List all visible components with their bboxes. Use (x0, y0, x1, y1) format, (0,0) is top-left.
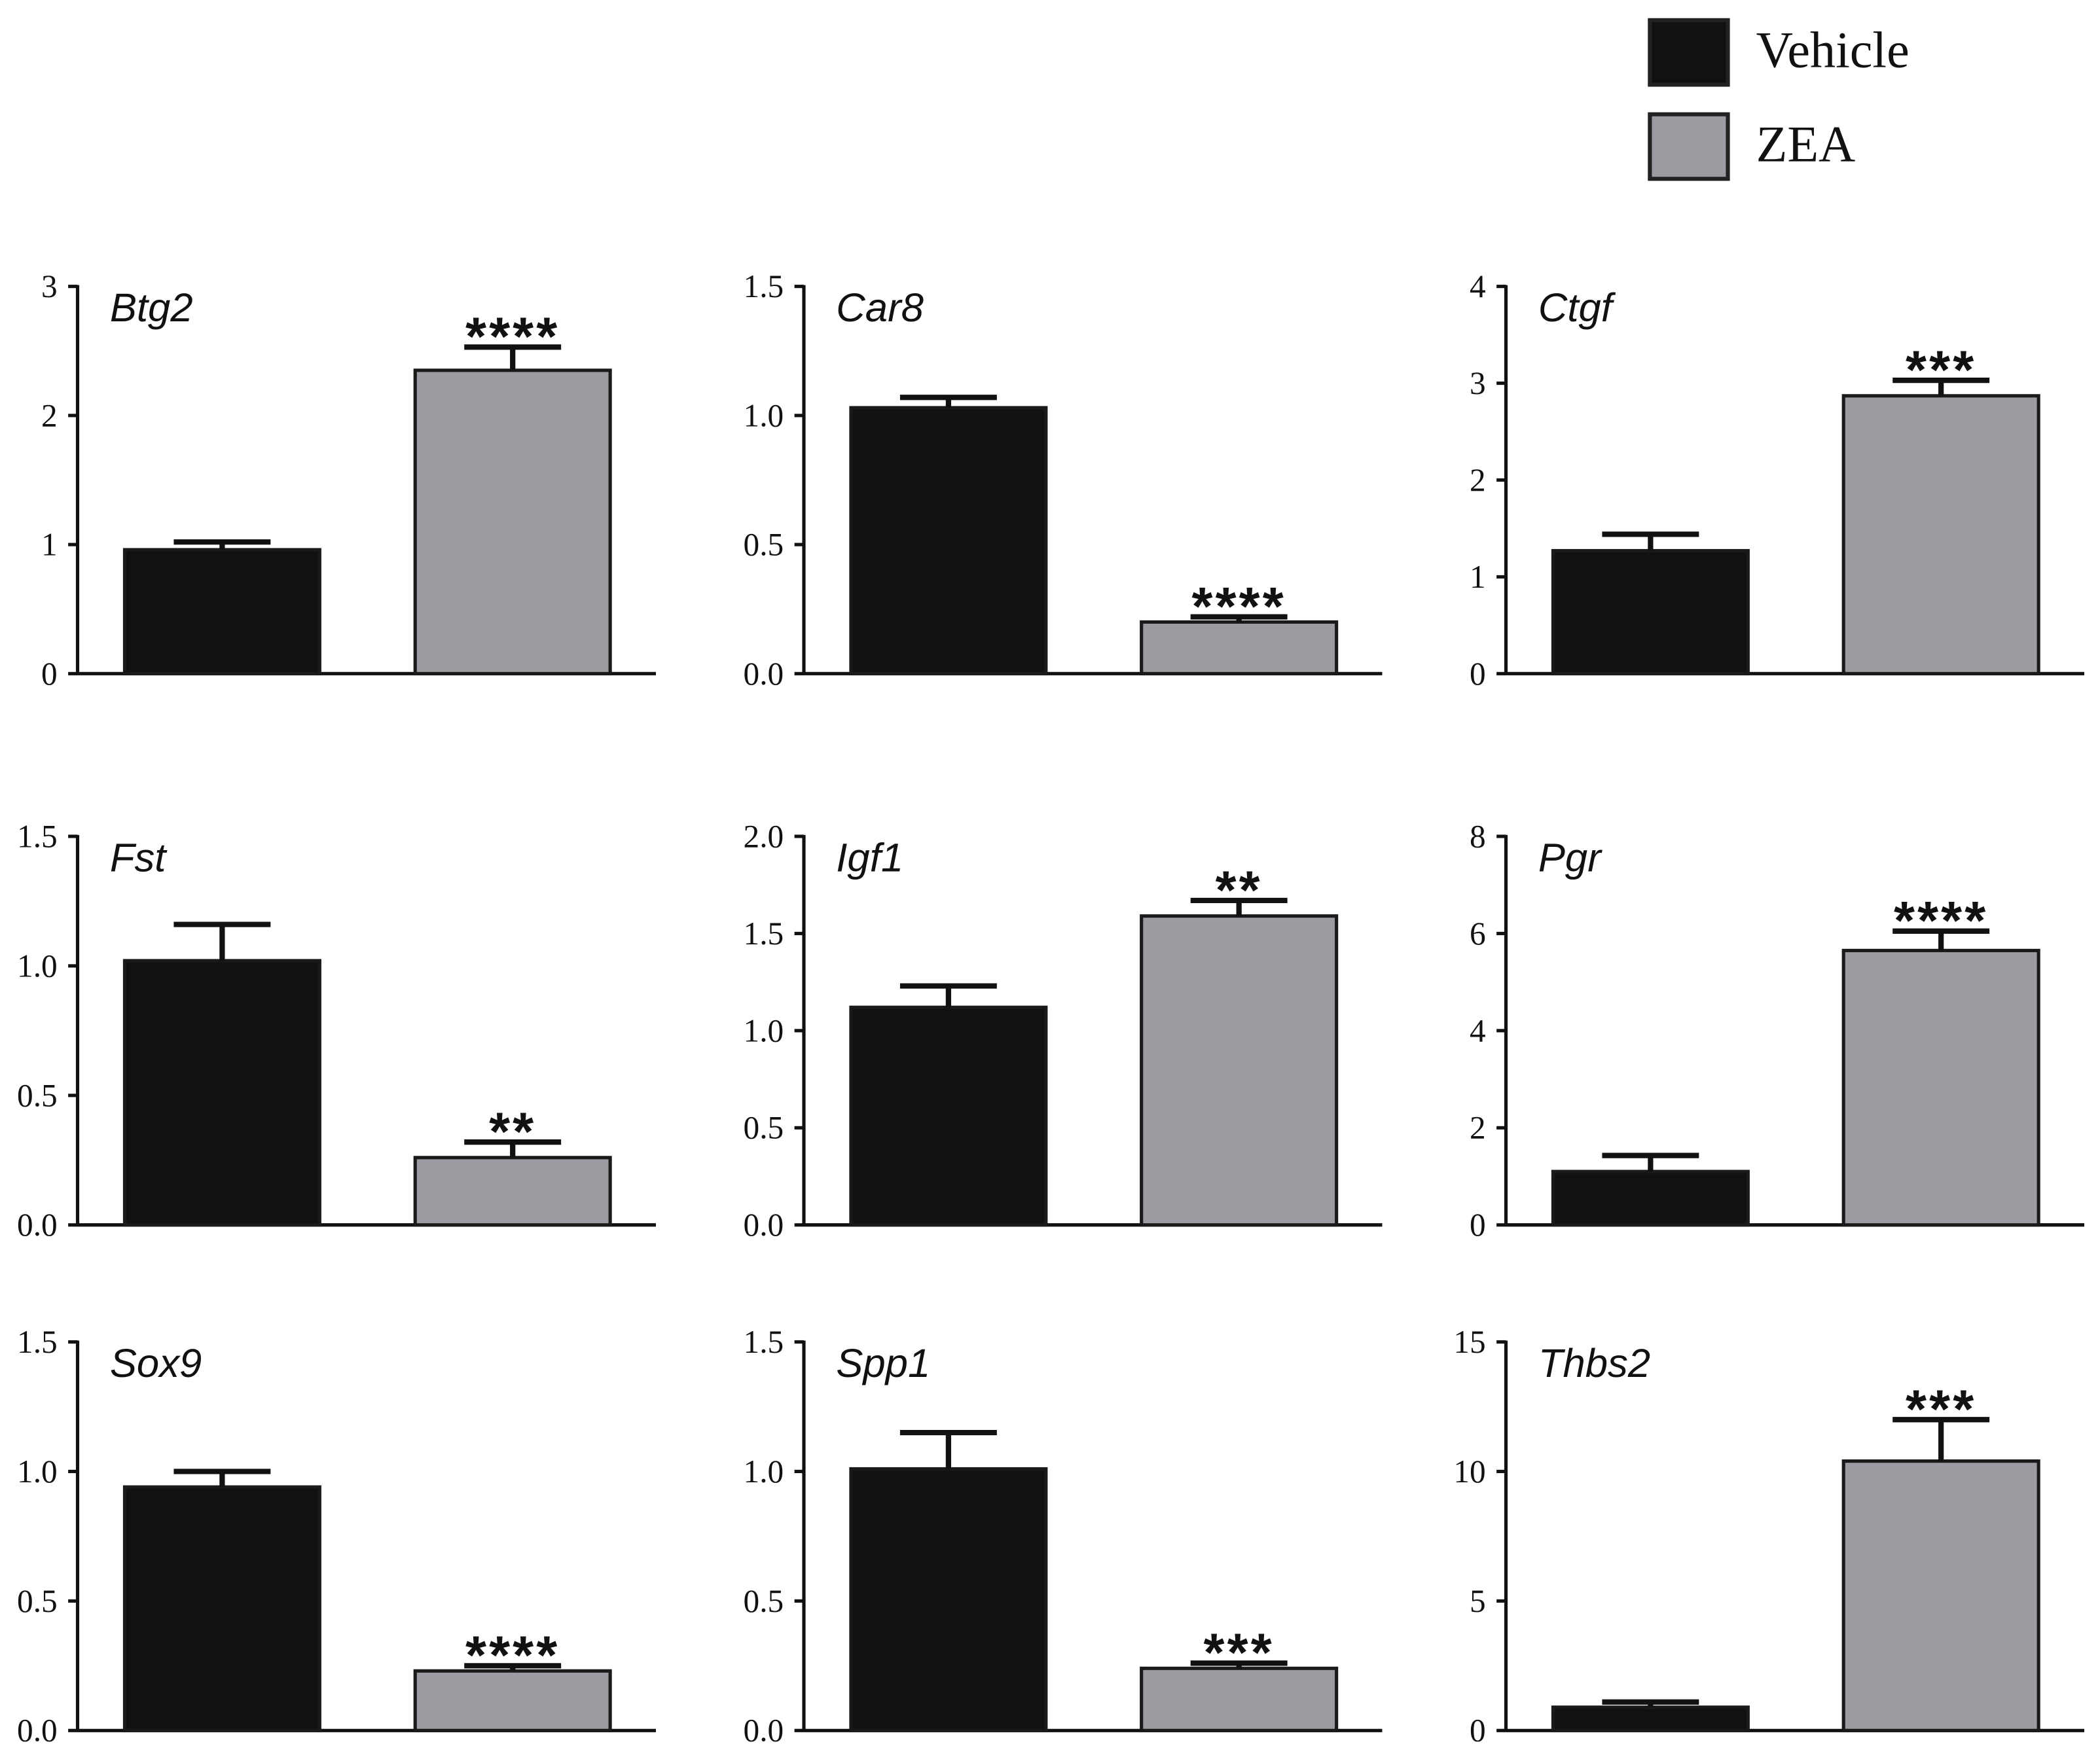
significance-label: *** (1906, 340, 1976, 400)
panel-title: Car8 (836, 285, 924, 330)
bar-vehicle (1551, 1169, 1750, 1227)
y-tick-label: 1.5 (744, 1324, 784, 1360)
y-tick-label: 3 (1470, 365, 1486, 401)
bar-vehicle (849, 1005, 1048, 1227)
panel-spp1: 0.0 0.5 1.0 1.5 Spp1 *** (744, 1324, 1383, 1748)
y-tick-label: 3 (41, 268, 58, 304)
y-tick-label: 2.0 (744, 818, 784, 854)
panel-title: Sox9 (110, 1341, 202, 1386)
bar-vehicle (122, 1485, 321, 1732)
significance-label: *** (1906, 1380, 1976, 1440)
panel-title: Igf1 (836, 835, 903, 880)
legend-item-vehicle: Vehicle (1648, 18, 1910, 87)
y-tick-label: 2 (1470, 462, 1486, 498)
y-tick-label: 0.5 (744, 1583, 784, 1619)
significance-label: *** (1204, 1624, 1275, 1683)
y-tick-label: 1.5 (17, 818, 58, 854)
y-tick-label: 0.5 (744, 527, 784, 563)
panel-car8: 0.0 0.5 1.0 1.5 Car8 **** (744, 268, 1383, 692)
bar-zea (1841, 394, 2040, 675)
bar-vehicle (122, 959, 321, 1227)
panel-title: Spp1 (836, 1341, 930, 1386)
y-tick-label: 1 (41, 527, 58, 563)
bar-zea (413, 368, 612, 675)
y-tick-label: 0.0 (744, 1713, 784, 1748)
y-tick-label: 1.5 (744, 268, 784, 304)
legend-label-zea: ZEA (1756, 116, 1856, 173)
legend-swatch-zea (1648, 112, 1730, 181)
panel-fst: 0.0 0.5 1.0 1.5 Fst ** (17, 818, 656, 1243)
panel-sox9: 0.0 0.5 1.0 1.5 Sox9 **** (17, 1324, 656, 1748)
y-tick-label: 15 (1453, 1324, 1485, 1360)
legend-label-vehicle: Vehicle (1756, 22, 1910, 79)
panel-title: Fst (110, 835, 168, 880)
y-tick-label: 0.5 (17, 1583, 58, 1619)
bar-vehicle (1551, 548, 1750, 675)
y-tick-label: 0 (1470, 656, 1486, 692)
y-tick-label: 5 (1470, 1583, 1486, 1619)
y-tick-label: 1.5 (17, 1324, 58, 1360)
y-tick-label: 4 (1470, 1012, 1486, 1048)
legend: Vehicle ZEA (1648, 18, 1910, 181)
bar-zea (1841, 948, 2040, 1227)
panel-igf1: 0.0 0.5 1.0 1.5 2.0 Igf1 ** (744, 818, 1383, 1243)
y-tick-label: 0 (41, 656, 58, 692)
significance-label: ** (1216, 861, 1263, 920)
y-tick-label: 0.5 (17, 1077, 58, 1113)
panel-thbs2: 0 5 10 15 Thbs2 *** (1453, 1324, 2084, 1748)
significance-label: **** (1894, 891, 1988, 951)
y-tick-label: 1.5 (744, 916, 784, 952)
panel-btg2: 0 1 2 3 Btg2 **** (41, 268, 656, 692)
y-tick-label: 8 (1470, 818, 1486, 854)
bar-vehicle (849, 1467, 1048, 1732)
y-tick-label: 0.0 (17, 1207, 58, 1243)
panel-title: Pgr (1538, 835, 1602, 880)
bar-zea (1140, 914, 1339, 1227)
bar-vehicle (849, 406, 1048, 675)
significance-label: **** (465, 1626, 560, 1686)
y-tick-label: 4 (1470, 268, 1486, 304)
bar-vehicle (122, 548, 321, 675)
bar-zea (413, 1156, 612, 1227)
panel-ctgf: 0 1 2 3 4 Ctgf *** (1470, 268, 2084, 692)
significance-label: **** (465, 308, 560, 367)
y-tick-label: 1.0 (744, 1012, 784, 1048)
significance-label: ** (489, 1102, 536, 1162)
y-tick-label: 2 (1470, 1110, 1486, 1146)
legend-item-zea: ZEA (1648, 112, 1856, 181)
y-tick-label: 2 (41, 397, 58, 433)
y-tick-label: 1.0 (17, 1454, 58, 1489)
y-tick-label: 1.0 (744, 1454, 784, 1489)
panel-title: Ctgf (1538, 285, 1616, 330)
y-tick-label: 6 (1470, 916, 1486, 952)
bar-zea (1841, 1459, 2040, 1732)
panel-pgr: 0 2 4 6 8 Pgr **** (1470, 818, 2084, 1243)
bar-vehicle (1551, 1705, 1750, 1732)
panel-title: Thbs2 (1538, 1341, 1650, 1386)
y-tick-label: 0.0 (744, 1207, 784, 1243)
legend-swatch-vehicle (1648, 18, 1730, 87)
significance-label: **** (1191, 577, 1286, 637)
y-tick-label: 1.0 (17, 948, 58, 984)
y-tick-label: 0.0 (744, 656, 784, 692)
y-tick-label: 0.5 (744, 1110, 784, 1146)
y-tick-label: 0 (1470, 1207, 1486, 1243)
y-tick-label: 1 (1470, 559, 1486, 595)
y-tick-label: 10 (1453, 1454, 1485, 1489)
y-tick-label: 0.0 (17, 1713, 58, 1748)
y-tick-label: 1.0 (744, 397, 784, 433)
panel-title: Btg2 (110, 285, 193, 330)
y-tick-label: 0 (1470, 1713, 1486, 1748)
